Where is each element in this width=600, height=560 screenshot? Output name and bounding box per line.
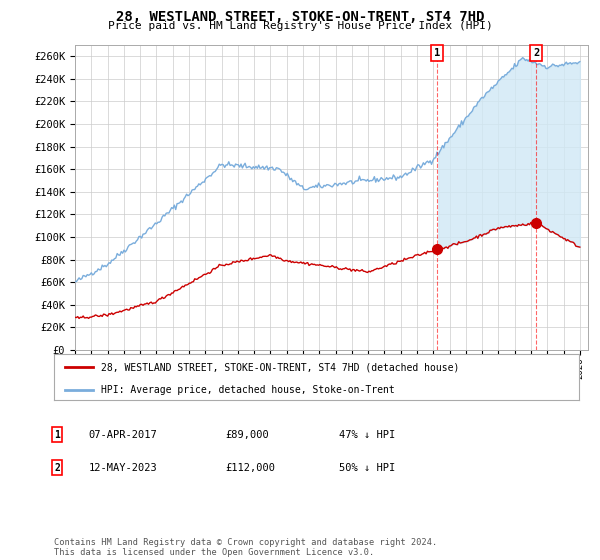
Text: 28, WESTLAND STREET, STOKE-ON-TRENT, ST4 7HD: 28, WESTLAND STREET, STOKE-ON-TRENT, ST4…	[116, 10, 484, 24]
Text: £112,000: £112,000	[225, 463, 275, 473]
Text: 2: 2	[54, 463, 60, 473]
Text: 1: 1	[434, 48, 440, 58]
Text: 12-MAY-2023: 12-MAY-2023	[89, 463, 158, 473]
Text: 07-APR-2017: 07-APR-2017	[89, 430, 158, 440]
Text: 1: 1	[54, 430, 60, 440]
Text: £89,000: £89,000	[225, 430, 269, 440]
Text: 28, WESTLAND STREET, STOKE-ON-TRENT, ST4 7HD (detached house): 28, WESTLAND STREET, STOKE-ON-TRENT, ST4…	[101, 362, 460, 372]
Text: 50% ↓ HPI: 50% ↓ HPI	[339, 463, 395, 473]
Text: Contains HM Land Registry data © Crown copyright and database right 2024.
This d: Contains HM Land Registry data © Crown c…	[54, 538, 437, 557]
Text: 2: 2	[533, 48, 539, 58]
Text: HPI: Average price, detached house, Stoke-on-Trent: HPI: Average price, detached house, Stok…	[101, 385, 395, 395]
Text: 47% ↓ HPI: 47% ↓ HPI	[339, 430, 395, 440]
Text: Price paid vs. HM Land Registry's House Price Index (HPI): Price paid vs. HM Land Registry's House …	[107, 21, 493, 31]
